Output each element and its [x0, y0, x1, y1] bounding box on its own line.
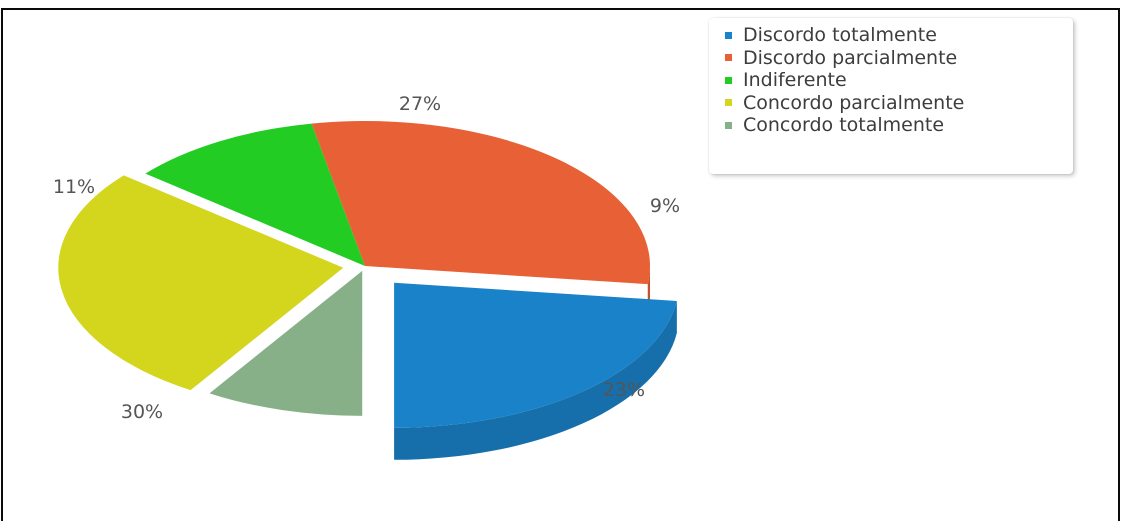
legend-label: Indiferente	[743, 69, 847, 92]
slice-discordo-parcialmente	[311, 121, 650, 317]
slice-top-discordo-parcialmente	[311, 121, 650, 285]
chart-frame	[1, 8, 1120, 521]
legend-swatch	[725, 54, 732, 62]
legend: Discordo totalmente Discordo parcialmente…	[709, 18, 1073, 174]
legend-item-discordo-parcialmente[interactable]: Discordo parcialmente	[725, 47, 1073, 70]
legend-swatch	[725, 76, 732, 84]
legend-label: Discordo parcialmente	[743, 46, 958, 69]
legend-item-concordo-totalmente[interactable]: Concordo totalmente	[725, 114, 1073, 137]
slice-top-discordo-totalmente	[394, 282, 677, 428]
slice-side-discordo-totalmente	[394, 300, 677, 460]
legend-swatch	[725, 31, 732, 39]
slice-indiferente	[145, 123, 365, 266]
legend-label: Concordo totalmente	[743, 114, 945, 137]
legend-label: Discordo totalmente	[743, 24, 937, 47]
slice-top-indiferente	[145, 123, 365, 266]
legend-swatch	[725, 99, 732, 107]
slice-concordo-totalmente	[209, 270, 363, 416]
legend-item-concordo-parcialmente[interactable]: Concordo parcialmente	[725, 92, 1073, 115]
legend-label: Concordo parcialmente	[743, 91, 965, 114]
data-label-discordo-parcialmente: 30%	[121, 401, 163, 423]
data-label-concordo-totalmente: 9%	[650, 195, 680, 217]
slice-top-concordo-parcialmente	[58, 175, 344, 391]
slice-discordo-totalmente	[394, 282, 677, 460]
slice-top-concordo-totalmente	[209, 270, 363, 416]
data-label-indiferente: 11%	[53, 176, 95, 198]
data-label-discordo-totalmente: 23%	[603, 379, 645, 401]
legend-item-indiferente[interactable]: Indiferente	[725, 69, 1073, 92]
legend-swatch	[725, 121, 732, 129]
data-label-concordo-parcialmente: 27%	[399, 93, 441, 115]
slice-concordo-parcialmente	[58, 175, 344, 391]
legend-item-discordo-totalmente[interactable]: Discordo totalmente	[725, 24, 1073, 47]
